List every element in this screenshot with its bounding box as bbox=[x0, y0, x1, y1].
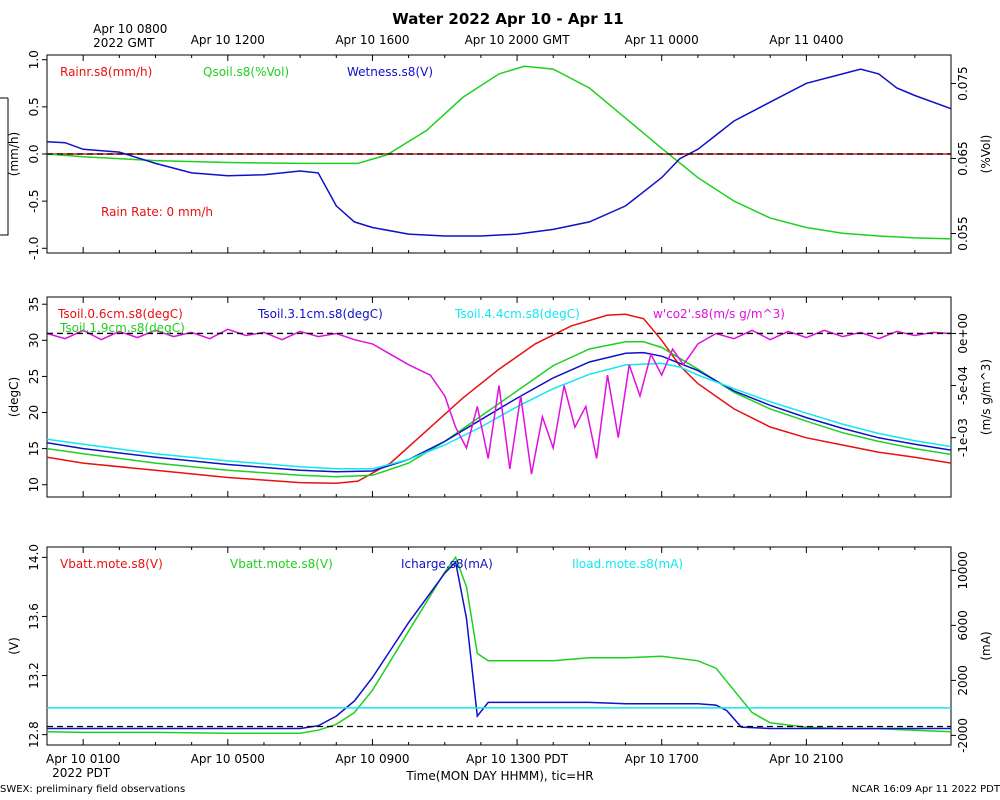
y-tick-label-right: 2000 bbox=[956, 665, 970, 696]
series-line-wetness-s8-v- bbox=[47, 68, 951, 237]
top-axis-tick-label: Apr 10 1200 bbox=[191, 33, 265, 47]
y-tick-label-right: 6000 bbox=[956, 610, 970, 641]
series-line-icharge-s8-ma- bbox=[47, 560, 951, 730]
y-tick-label-left: 25 bbox=[27, 369, 41, 384]
series-line-tsoil-0-6cm-s8-degc- bbox=[47, 313, 951, 485]
top-axis-tick-label: Apr 10 2000 GMT bbox=[465, 33, 571, 47]
legend-entry: Iload.mote.s8(mA) bbox=[572, 557, 683, 571]
legend-entry: Tsoil.1.9cm.s8(degC) bbox=[59, 321, 185, 335]
y-tick-label-left: 0.5 bbox=[27, 97, 41, 116]
legend-entry: Tsoil.0.6cm.s8(degC) bbox=[57, 307, 183, 321]
y-tick-label-left: 1.0 bbox=[27, 50, 41, 69]
scale-bracket bbox=[0, 97, 9, 236]
legend-entry: Qsoil.s8(%Vol) bbox=[203, 65, 289, 79]
y-axis-title-right: (%Vol) bbox=[979, 135, 993, 174]
footer-left: SWEX: preliminary field observations bbox=[0, 784, 185, 795]
legend-entry: w'co2'.s8(m/s g/m^3) bbox=[653, 307, 785, 321]
y-tick-label-right: -1e-03 bbox=[956, 418, 970, 457]
y-axis-title-left: (mm/h) bbox=[7, 132, 21, 176]
y-tick-label-right: 0.075 bbox=[956, 66, 970, 100]
y-tick-label-left: 30 bbox=[27, 333, 41, 348]
legend-entry: Tsoil.4.4cm.s8(degC) bbox=[454, 307, 580, 321]
y-axis-title-left: (V) bbox=[7, 637, 21, 655]
chart-title: Water 2022 Apr 10 - Apr 11 bbox=[392, 10, 623, 28]
y-tick-label-left: -1.0 bbox=[27, 237, 41, 260]
bottom-axis-tick-label: Apr 10 1300 PDT bbox=[466, 752, 568, 766]
legend-entry: Icharge.s8(mA) bbox=[401, 557, 493, 571]
y-tick-label-left: 14.0 bbox=[27, 544, 41, 571]
bottom-axis-tick-label: Apr 10 1700 bbox=[625, 752, 699, 766]
bottom-axis-tick-label: Apr 10 0500 bbox=[191, 752, 265, 766]
y-tick-label-right: 0e+00 bbox=[956, 313, 970, 353]
series-line-tsoil-4-4cm-s8-degc- bbox=[47, 362, 951, 470]
series-line-vbatt-mote-s8-v- bbox=[47, 555, 951, 734]
panel-frame bbox=[46, 296, 952, 498]
rain-rate-annotation: Rain Rate: 0 mm/h bbox=[101, 205, 213, 219]
bottom-axis-tick-label: 2022 PDT bbox=[52, 766, 111, 780]
bottom-axis-tick-label: Apr 10 0900 bbox=[335, 752, 409, 766]
x-axis-title: Time(MON DAY HHMM), tic=HR bbox=[405, 769, 593, 783]
legend-entry: Rainr.s8(mm/h) bbox=[60, 65, 152, 79]
legend-entry: Wetness.s8(V) bbox=[347, 65, 433, 79]
y-axis-title-right: (mA) bbox=[979, 631, 993, 660]
y-tick-label-right: 0.065 bbox=[956, 141, 970, 175]
series-line-w-co2-s8-m-s-g-m-3- bbox=[47, 328, 951, 475]
series-line-tsoil-3-1cm-s8-degc- bbox=[47, 351, 951, 473]
top-axis-tick-label: 2022 GMT bbox=[93, 36, 155, 50]
y-tick-label-left: 13.6 bbox=[27, 603, 41, 630]
top-axis-tick-label: Apr 11 0000 bbox=[625, 33, 699, 47]
bottom-axis-tick-label: Apr 10 2100 bbox=[769, 752, 843, 766]
y-tick-label-right: 0.055 bbox=[956, 216, 970, 250]
series-line-tsoil-1-9cm-s8-degc- bbox=[47, 341, 951, 478]
panel-frame bbox=[46, 546, 952, 746]
y-tick-label-right: -2000 bbox=[956, 718, 970, 753]
y-tick-label-right: -5e-04 bbox=[956, 366, 970, 405]
y-tick-label-left: 15 bbox=[27, 441, 41, 456]
y-tick-label-left: 0.0 bbox=[27, 144, 41, 163]
top-axis-tick-label: Apr 10 0800 bbox=[93, 22, 167, 36]
series-line-qsoil-s8-vol- bbox=[47, 65, 951, 240]
y-tick-label-left: 35 bbox=[27, 297, 41, 312]
legend-entry: Vbatt.mote.s8(V) bbox=[230, 557, 333, 571]
y-tick-label-right: 10000 bbox=[956, 551, 970, 589]
y-axis-title-right: (m/s g/m^3) bbox=[979, 359, 993, 435]
top-axis-tick-label: Apr 11 0400 bbox=[769, 33, 843, 47]
footer-right: NCAR 16:09 Apr 11 2022 PDT bbox=[852, 784, 1000, 795]
y-tick-label-left: -0.5 bbox=[27, 189, 41, 212]
bottom-axis-tick-label: Apr 10 0100 bbox=[46, 752, 120, 766]
y-tick-label-left: 13.2 bbox=[27, 662, 41, 689]
y-tick-label-left: 20 bbox=[27, 405, 41, 420]
y-tick-label-left: 12.8 bbox=[27, 721, 41, 748]
top-axis-tick-label: Apr 10 1600 bbox=[335, 33, 409, 47]
y-tick-label-left: 10 bbox=[27, 477, 41, 492]
legend-entry: Vbatt.mote.s8(V) bbox=[60, 557, 163, 571]
legend-entry: Tsoil.3.1cm.s8(degC) bbox=[257, 307, 383, 321]
y-axis-title-left: (degC) bbox=[7, 377, 21, 417]
